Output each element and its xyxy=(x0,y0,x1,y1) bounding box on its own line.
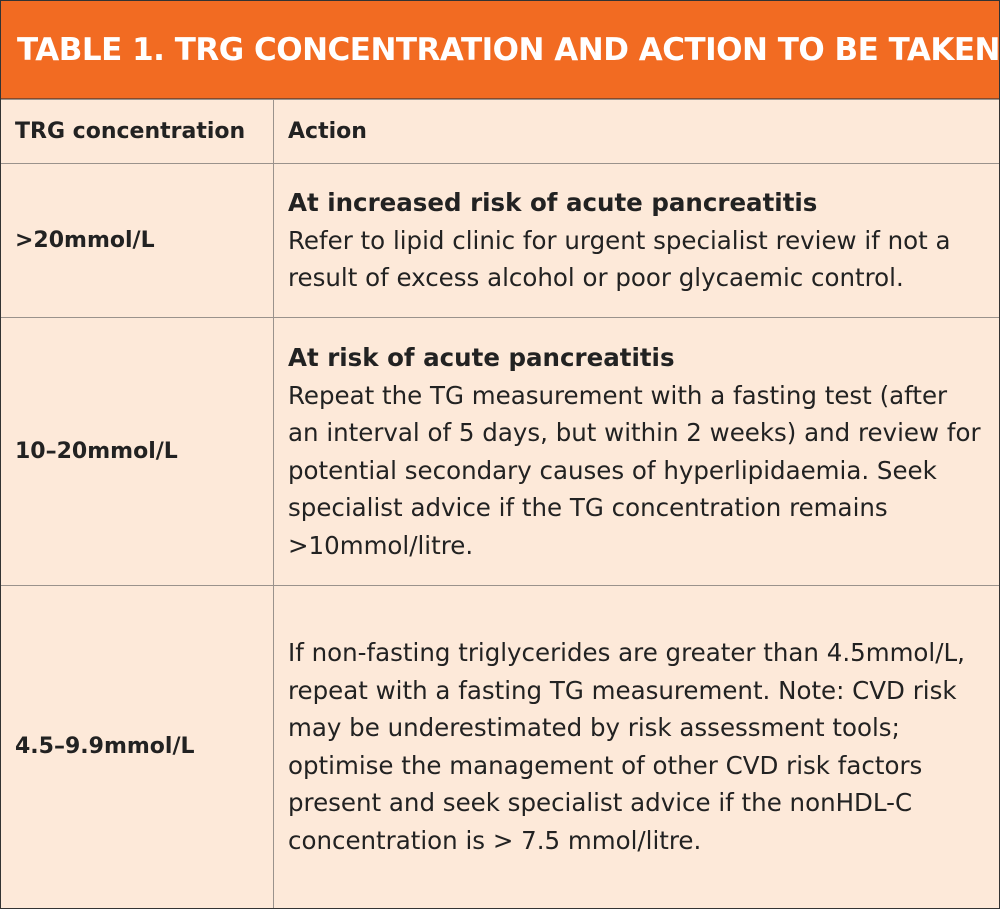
concentration-cell: 10–20mmol/L xyxy=(1,317,274,586)
table: TRG concentration Action >20mmol/L At inc… xyxy=(1,99,999,908)
action-cell: At increased risk of acute pancreatitis R… xyxy=(273,163,999,318)
action-cell: If non-fasting triglycerides are greater… xyxy=(273,585,999,908)
table-row: >20mmol/L At increased risk of acute panc… xyxy=(1,163,999,318)
title-bar: TABLE 1. TRG CONCENTRATION AND ACTION TO… xyxy=(1,1,1000,99)
column-header: Action xyxy=(273,99,999,164)
header-row: TRG concentration Action xyxy=(1,99,999,164)
action-cell: At risk of acute pancreatitis Repeat the … xyxy=(273,317,999,586)
table-row: 4.5–9.9mmol/L If non-fasting triglyceride… xyxy=(1,585,999,908)
concentration-cell: 4.5–9.9mmol/L xyxy=(1,585,274,908)
column-header: TRG concentration xyxy=(1,99,274,164)
table-row: 10–20mmol/L At risk of acute pancreatitis… xyxy=(1,317,999,586)
action-heading: At increased risk of acute pancreatitis xyxy=(288,188,818,218)
concentration-cell: >20mmol/L xyxy=(1,163,274,318)
action-text: Repeat the TG measurement with a fasting… xyxy=(288,380,981,560)
action-text: Refer to lipid clinic for urgent special… xyxy=(288,225,951,293)
action-heading: At risk of acute pancreatitis xyxy=(288,343,675,372)
action-text: If non-fasting triglycerides are greater… xyxy=(288,638,965,855)
title: TABLE 1. TRG CONCENTRATION AND ACTION TO… xyxy=(17,32,1000,68)
